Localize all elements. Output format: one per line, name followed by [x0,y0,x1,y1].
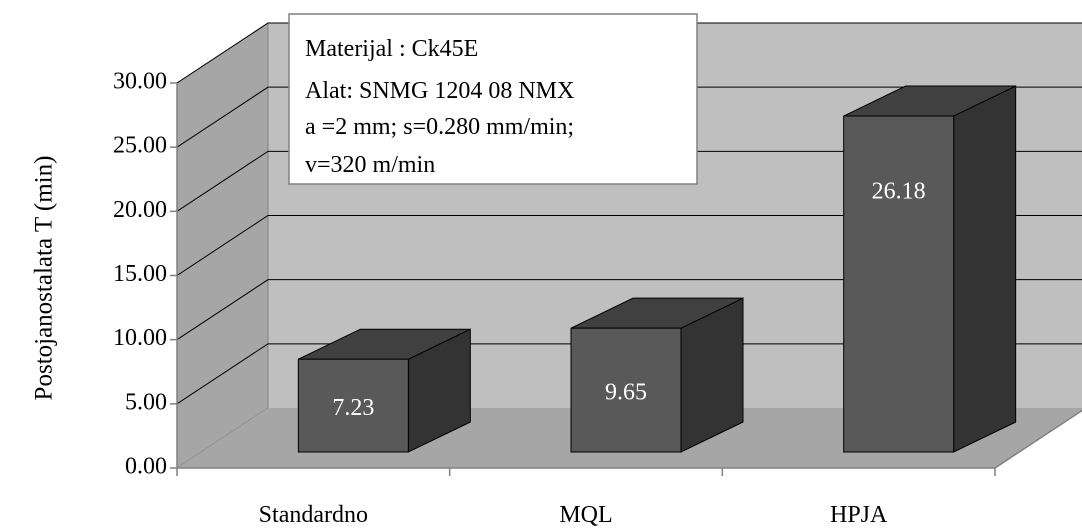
y-tick-label: 25.00 [113,133,167,159]
gridline [176,215,1082,276]
gridline [176,150,1082,212]
annotation-line-4: v=320 m/min [305,152,435,178]
floor-edge [994,409,1082,469]
labels: 0.00 5.00 10.00 15.00 20.00 25.00 30.00 7.23 Sta… [113,69,926,529]
annotation-line-1: Materijal : Ck45E [305,36,478,62]
gridlines [176,22,1082,405]
annotation-box: Materijal : Ck45E Alat: SNMG 1204 08 NMX… [288,13,698,185]
data-label: 9.65 [605,380,647,406]
category-label: HPJA [830,502,888,528]
bar-hpja [843,85,1017,453]
bar-mql [570,297,744,453]
category-label: MQL [559,502,612,528]
gridline [176,86,1082,148]
annotation-line-3: a =2 mm; s=0.280 mm/min; [305,114,574,140]
annotation-box-frame [288,13,698,185]
y-tick-label: 15.00 [113,261,167,287]
bar-front [297,358,409,453]
data-label: 26.18 [872,179,926,205]
y-tick-label: 10.00 [113,325,167,351]
axes [170,82,1082,476]
category-label: Standardno [259,502,368,528]
y-tick-label: 0.00 [125,454,167,480]
bar-side [953,85,1017,453]
bar-standardno [297,328,471,453]
gridline [176,279,1082,341]
annotation-line-2: Alat: SNMG 1204 08 NMX [305,78,574,104]
y-tick-label: 30.00 [113,69,167,95]
gridline [176,22,1082,84]
y-tick-label: 20.00 [113,197,167,223]
data-label: 7.23 [332,395,374,421]
bars [297,85,1017,453]
bar-front [570,327,682,453]
y-axis-title: Postojanostalata T (min) [31,156,58,401]
gridline [176,343,1082,405]
bar-front [843,115,955,453]
y-tick-label: 5.00 [125,389,167,415]
